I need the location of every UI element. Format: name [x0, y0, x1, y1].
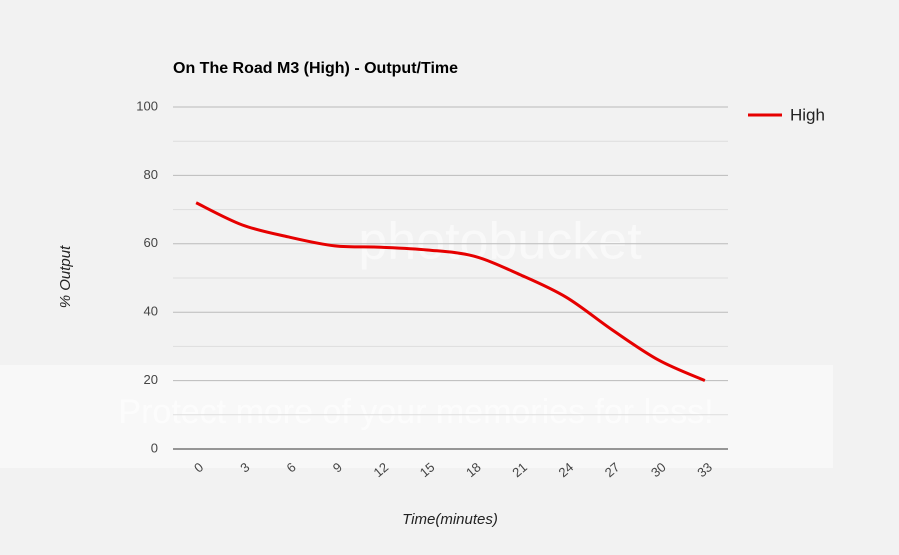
- legend-label: High: [790, 105, 825, 124]
- y-tick-label: 100: [136, 98, 158, 113]
- y-tick-label: 40: [144, 304, 158, 319]
- x-axis-label: Time(minutes): [402, 511, 498, 528]
- watermark-band: [0, 365, 833, 468]
- y-tick-label: 0: [151, 440, 158, 455]
- y-tick-label: 20: [144, 372, 158, 387]
- line: [195, 201, 706, 382]
- y-axis-label: % Output: [57, 245, 74, 308]
- y-tick-label: 60: [144, 235, 158, 250]
- y-tick-label: 80: [144, 167, 158, 182]
- watermark-brand: photobucket: [358, 213, 642, 271]
- chart-title: On The Road M3 (High) - Output/Time: [173, 60, 458, 77]
- watermark-slogan: Protect more of your memories for less!: [118, 393, 713, 431]
